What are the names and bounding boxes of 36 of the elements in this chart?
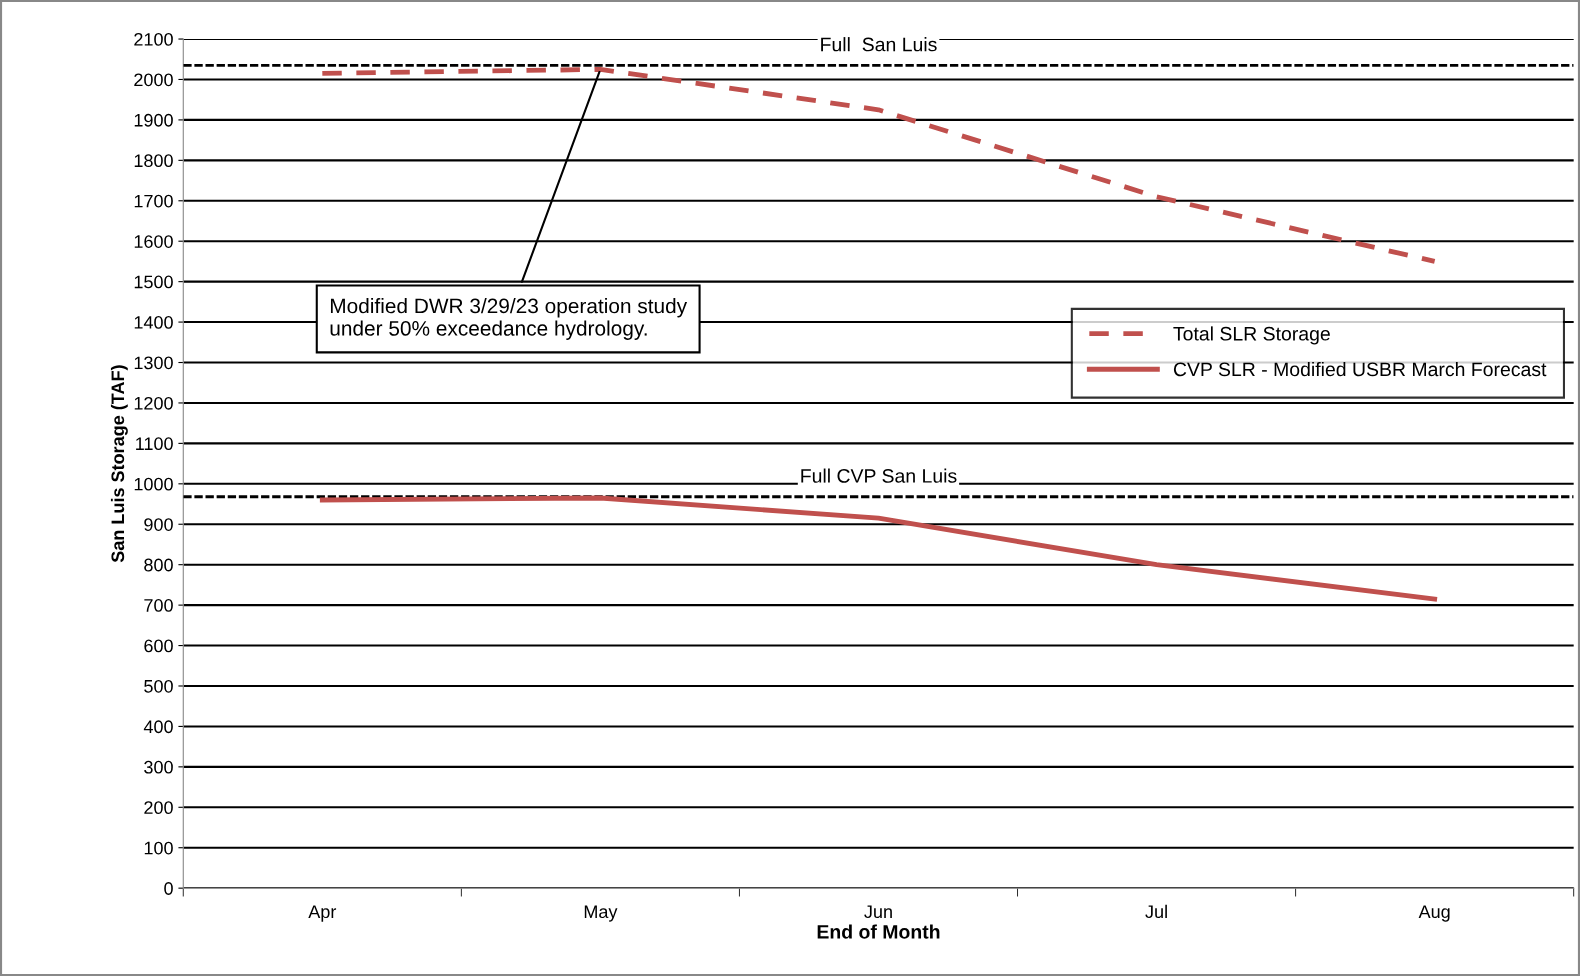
y-axis-title: San Luis Storage (TAF)	[110, 365, 128, 563]
ref-line-label: Full San Luis	[821, 37, 937, 52]
y-tick-label: 1400	[134, 316, 173, 329]
y-tick-label: 1900	[134, 113, 173, 127]
y-tick-label: 1500	[134, 275, 173, 289]
y-tick-label: 1200	[134, 396, 173, 410]
line-series	[319, 495, 1438, 602]
y-tick-label: 1800	[134, 154, 173, 168]
y-tick-label: 800	[144, 558, 173, 572]
y-tick-label: 1700	[134, 194, 173, 208]
y-tick-label: 1100	[136, 437, 173, 451]
ref-line-label: Full CVP San Luis	[801, 468, 957, 483]
y-tick-label: 200	[144, 801, 173, 815]
x-tick-label: May	[584, 905, 618, 922]
y-tick-label: 900	[144, 518, 173, 531]
y-tick-label: 1600	[134, 235, 173, 248]
x-tick-label: Aug	[1418, 905, 1450, 922]
y-tick-label: 500	[144, 679, 173, 693]
x-tick-label: Apr	[308, 905, 337, 922]
x-tick-label: Jul	[1145, 904, 1167, 919]
legend-label: CVP SLR - Modified USBR March Forecast	[1173, 361, 1547, 377]
legend-label: Total SLR Storage	[1173, 326, 1330, 345]
x-axis-title: End of Month	[817, 924, 940, 939]
y-tick-label: 0	[164, 882, 173, 895]
x-tick-label: Jun	[864, 905, 892, 919]
y-tick-label: 400	[143, 720, 173, 734]
y-tick-label: 1000	[134, 477, 173, 491]
y-tick-label: 600	[144, 639, 173, 653]
y-tick-label: 1300	[134, 356, 173, 370]
y-tick-label: 2000	[134, 73, 173, 87]
y-tick-label: 100	[144, 841, 173, 855]
annotation: Modified DWR 3/29/23 operation study under 50% exceedance hydrology.	[330, 298, 688, 340]
y-tick-label: 300	[144, 760, 173, 774]
y-tick-label: 2100	[134, 32, 173, 46]
y-tick-label: 700	[144, 599, 173, 612]
line-series	[319, 66, 1438, 264]
